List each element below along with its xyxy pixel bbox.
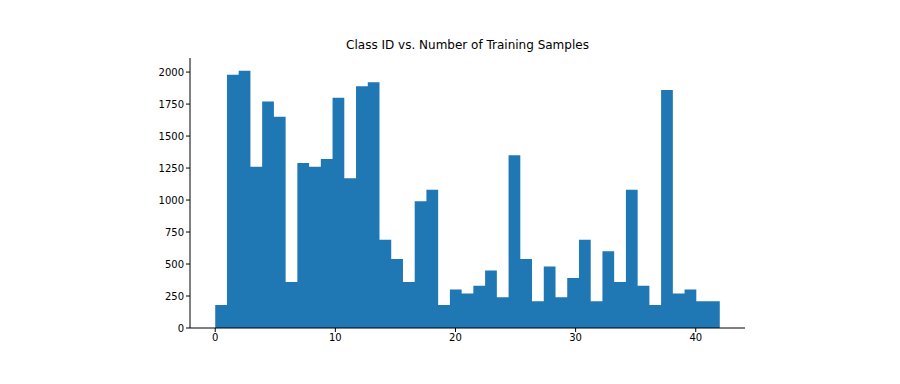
html-text:Class ID vs. Number of Trainin: Class ID vs. Number of Training Samples	[346, 38, 589, 52]
svg-text:2000: 2000	[159, 67, 184, 78]
svg-text:1000: 1000	[159, 195, 184, 206]
svg-text:10: 10	[329, 332, 342, 343]
svg-text:30: 30	[569, 332, 582, 343]
svg-text:1250: 1250	[159, 163, 184, 174]
svg-text:750: 750	[165, 227, 184, 238]
svg-text:40: 40	[689, 332, 702, 343]
svg-text:0: 0	[178, 323, 184, 334]
svg-text:1750: 1750	[159, 99, 184, 110]
svg-text:250: 250	[165, 291, 184, 302]
svg-text:0: 0	[212, 332, 218, 343]
svg-text:500: 500	[165, 259, 184, 270]
svg-text:20: 20	[449, 332, 462, 343]
svg-text:1500: 1500	[159, 131, 184, 142]
